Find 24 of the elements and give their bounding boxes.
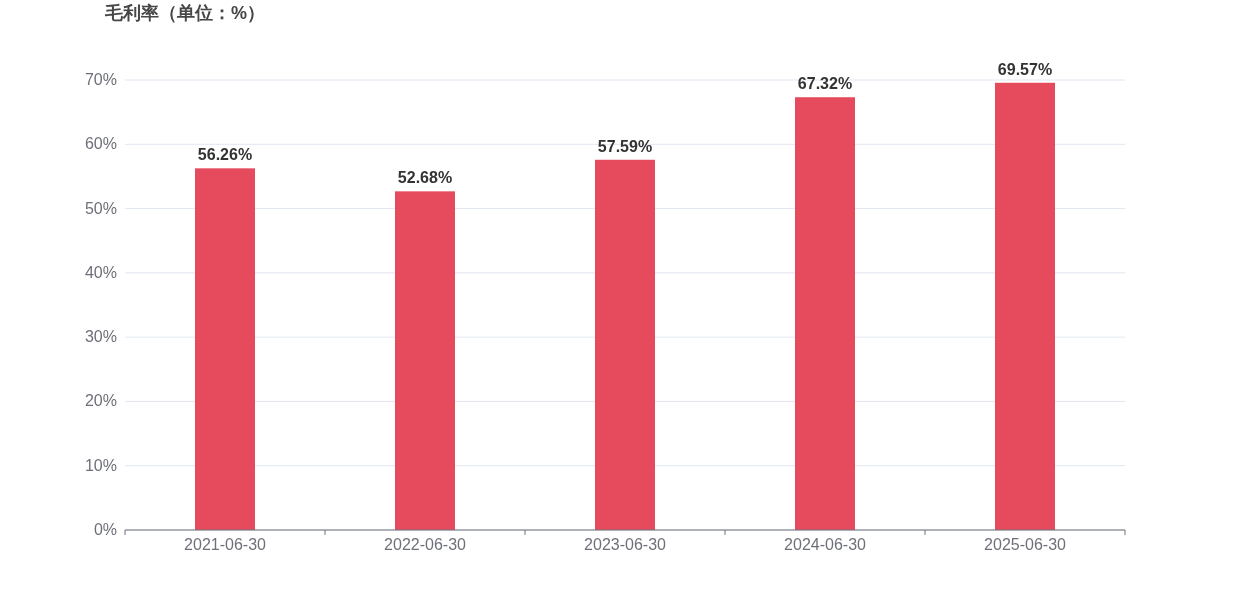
data-label: 57.59% [597,137,653,155]
y-tick-label: 30% [84,328,117,346]
data-label: 69.57% [997,60,1053,78]
x-tick-label: 2024-06-30 [784,536,867,553]
y-tick-label: 50% [84,199,117,217]
x-tick-label: 2025-06-30 [984,536,1067,553]
bar [195,168,255,530]
bar [995,82,1055,530]
x-tick-label: 2023-06-30 [584,536,667,553]
data-label: 67.32% [797,75,853,93]
chart-title: 毛利率（单位：%） [104,3,266,23]
bar [395,191,455,530]
bar [595,159,655,530]
y-tick-label: 20% [84,392,117,410]
data-label: 52.68% [397,169,453,187]
data-label: 56.26% [197,146,253,164]
y-tick-label: 70% [84,71,117,88]
y-tick-label: 60% [84,135,117,153]
x-tick-label: 2021-06-30 [184,536,267,553]
y-tick-label: 40% [84,263,117,281]
y-tick-label: 0% [93,521,117,538]
x-tick-label: 2022-06-30 [384,536,467,553]
y-tick-label: 10% [84,456,117,474]
bar [795,97,855,530]
